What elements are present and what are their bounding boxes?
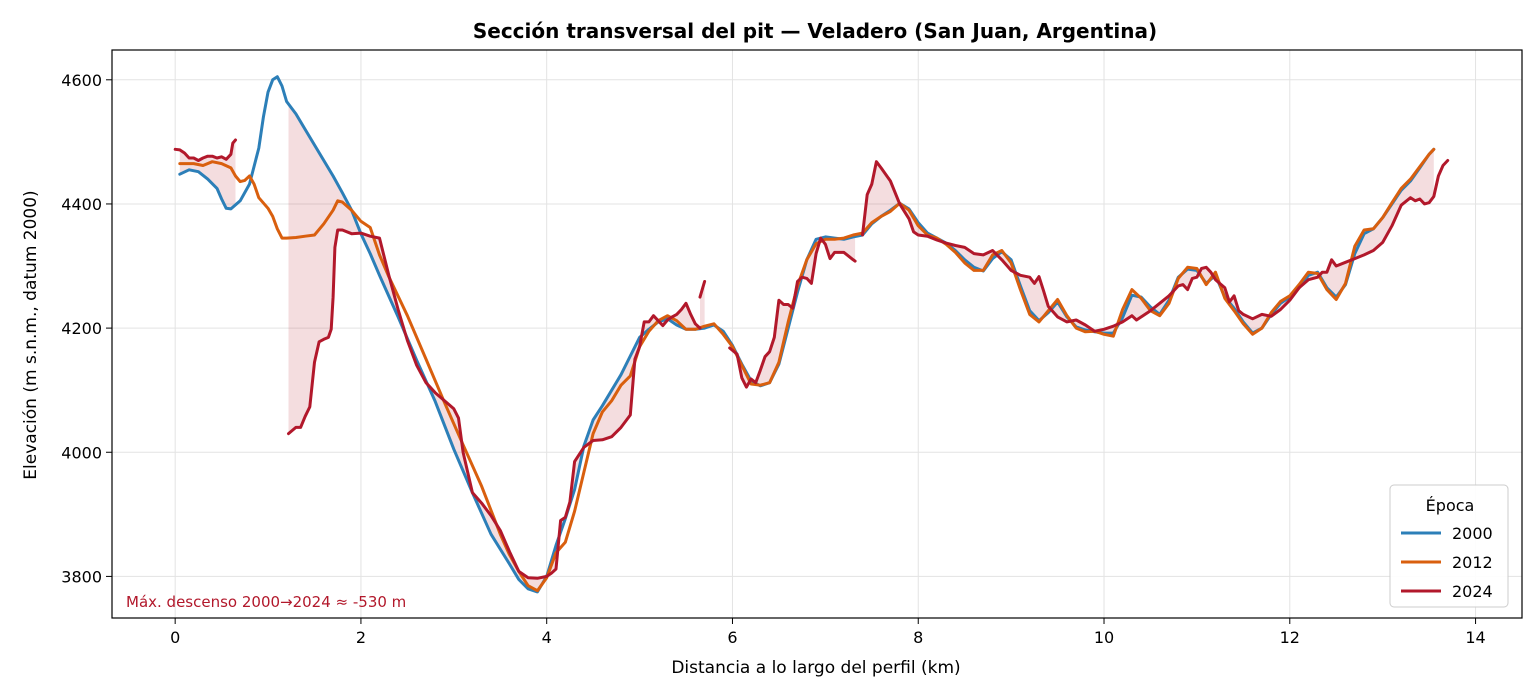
series-lines <box>173 75 1450 594</box>
grid-lines <box>112 50 1522 618</box>
y-tick-label: 4200 <box>61 319 102 338</box>
series-line-2024 <box>861 159 1450 333</box>
legend-label-2000: 2000 <box>1452 524 1493 543</box>
series-line-2024 <box>287 228 702 580</box>
chart-title: Sección transversal del pit — Veladero (… <box>473 19 1157 43</box>
series-line-2024 <box>698 280 707 299</box>
x-tick-label: 6 <box>727 628 737 647</box>
legend-title: Época <box>1426 496 1475 515</box>
series-line-2024 <box>728 236 857 389</box>
legend: Época 2000 2012 2024 <box>1389 484 1509 608</box>
series-line-2024 <box>173 138 237 162</box>
x-tick-label: 2 <box>356 628 366 647</box>
legend-box <box>1389 484 1509 608</box>
x-tick-label: 0 <box>170 628 180 647</box>
x-tick-label: 12 <box>1280 628 1300 647</box>
x-tick-label: 4 <box>542 628 552 647</box>
plot-area-frame <box>111 49 1523 619</box>
legend-label-2024: 2024 <box>1452 582 1493 601</box>
legend-label-2012: 2012 <box>1452 553 1493 572</box>
legend-entries: 2000 2012 2024 <box>1401 524 1493 601</box>
x-tick-label: 14 <box>1465 628 1485 647</box>
y-tick-label: 3800 <box>61 567 102 586</box>
y-tick-label: 4000 <box>61 443 102 462</box>
series-line-2012 <box>178 147 1436 593</box>
x-axis-label: Distancia a lo largo del perfil (km) <box>671 658 960 678</box>
max-descent-annotation: Máx. descenso 2000→2024 ≈ -530 m <box>126 593 406 611</box>
axis-ticks: 0 2 4 6 8 10 12 14 3800 4000 4200 4400 4600 <box>61 71 1485 647</box>
y-tick-label: 4600 <box>61 71 102 90</box>
y-tick-label: 4400 <box>61 195 102 214</box>
x-tick-label: 8 <box>913 628 923 647</box>
y-axis-label: Elevación (m s.n.m., datum 2000) <box>21 190 41 479</box>
x-tick-label: 10 <box>1094 628 1114 647</box>
